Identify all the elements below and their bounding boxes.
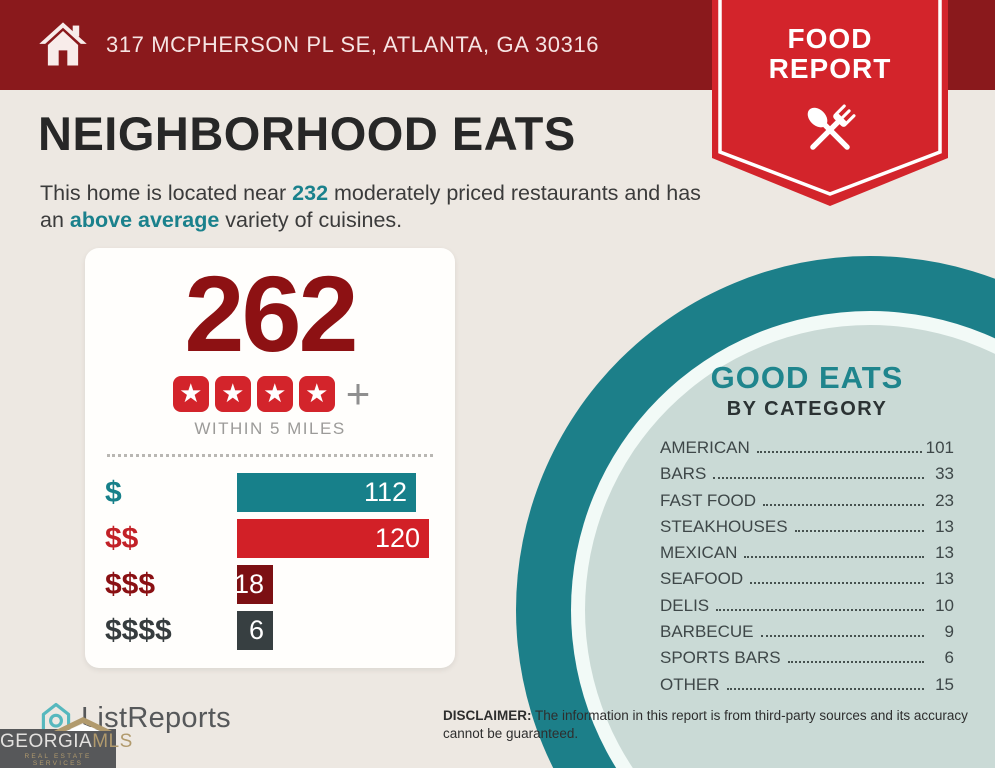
restaurant-count: 232	[292, 181, 329, 205]
dotted-leader	[726, 687, 924, 690]
star-rating: ★ ★ ★ ★ +	[85, 370, 455, 417]
category-row: OTHER 15	[660, 675, 954, 701]
star-icon: ★	[172, 376, 209, 412]
price-tier-bar: 112	[237, 473, 416, 512]
variety-highlight: above average	[69, 207, 220, 232]
category-label: SEAFOOD	[660, 569, 744, 589]
ribbon-title-line2: REPORT	[768, 53, 892, 85]
spoon-fork-icon	[807, 104, 856, 150]
category-row: MEXICAN 13	[660, 543, 954, 569]
mls-wordmark-mls: MLS	[92, 731, 133, 752]
home-icon	[39, 22, 87, 66]
dotted-leader	[763, 503, 924, 506]
category-label: BARBECUE	[660, 622, 754, 642]
category-row: FAST FOOD 23	[660, 491, 954, 517]
intro-subtitle: This home is located near 232 moderately…	[40, 180, 730, 233]
category-label: FAST FOOD	[660, 490, 757, 510]
price-tier-row: $$$$ 6	[105, 611, 430, 650]
radius-caption: WITHIN 5 MILES	[194, 419, 346, 438]
category-row: BARBECUE 9	[660, 622, 954, 648]
category-value: 6	[944, 648, 954, 668]
page-title: NEIGHBORHOOD EATS	[38, 107, 576, 160]
price-tier-row: $$ 120	[105, 519, 430, 558]
mls-wordmark: GEORGIAMLS	[0, 731, 132, 752]
price-tier-bar: 120	[237, 519, 429, 558]
dotted-divider	[107, 454, 433, 457]
subtitle-text: moderately priced restaurants and has an	[40, 181, 701, 232]
dotted-leader	[787, 661, 924, 664]
disclaimer-label: DISCLAIMER:	[443, 708, 532, 723]
plus-sign: +	[345, 370, 371, 417]
category-row: SEAFOOD 13	[660, 569, 954, 595]
ribbon-title-line1: FOOD	[787, 23, 873, 54]
category-value: 33	[935, 464, 954, 484]
star-icon: ★	[298, 376, 335, 412]
dotted-leader	[760, 635, 924, 638]
ribbon-shape	[712, 0, 948, 206]
category-value: 101	[925, 438, 954, 457]
georgia-mls-logo: GEORGIAMLS REAL ESTATE SERVICES	[0, 717, 132, 768]
category-label: BARS	[660, 464, 707, 484]
price-tier-chart: $112 $$ 120 $$$ 18 $$$$ 6	[105, 473, 430, 657]
good-eats-subtitle: BY CATEGORY	[726, 398, 888, 420]
price-tier-row: $$$ 18	[105, 565, 430, 604]
dotted-leader	[750, 582, 924, 585]
dotted-leader	[756, 451, 922, 453]
food-report-ribbon: FOOD REPORT	[712, 0, 948, 212]
subtitle-text: variety of cuisines.	[219, 207, 403, 232]
mls-roof-icon	[54, 717, 112, 731]
good-eats-panel: GOOD EATS BY CATEGORY AMERICAN 101 BARS 33 F…	[660, 360, 954, 701]
category-label: DELIS	[660, 595, 710, 615]
category-value: 13	[935, 516, 954, 536]
category-value: 15	[935, 674, 954, 694]
price-tier-label: $	[105, 475, 122, 509]
category-label: SPORTS BARS	[660, 648, 781, 668]
disclaimer-text: The information in this report is from t…	[443, 708, 968, 741]
category-row: STEAKHOUSES 13	[660, 517, 954, 543]
category-row: DELIS 10	[660, 596, 954, 622]
category-value: 13	[935, 543, 954, 563]
price-tier-label: $$$	[105, 567, 156, 601]
category-label: OTHER	[660, 674, 720, 694]
star-icon: ★	[256, 376, 293, 412]
category-row: AMERICAN 101	[660, 438, 954, 464]
category-label: STEAKHOUSES	[660, 516, 788, 536]
dotted-leader	[713, 477, 924, 480]
dotted-leader	[794, 529, 924, 532]
restaurant-summary-card: 262 ★ ★ ★ ★ + WITHIN 5 MILES $112 $$ 120 $$$ 18 $…	[85, 248, 455, 668]
mls-tagline: REAL ESTATE SERVICES	[24, 753, 92, 767]
listreports-house-icon	[41, 702, 71, 734]
dotted-leader	[716, 608, 924, 611]
price-tier-label: $$$$	[105, 613, 172, 647]
subtitle-text: This home is located near	[40, 181, 293, 205]
category-list: AMERICAN 101 BARS 33 FAST FOOD 23 STEAKHOUSES 1…	[660, 438, 954, 701]
price-tier-label: $$	[105, 521, 139, 555]
total-restaurants-count: 262	[184, 253, 358, 374]
dotted-leader	[744, 556, 924, 559]
category-value: 13	[935, 569, 954, 589]
mls-wordmark-georgia: GEORGIA	[0, 731, 93, 752]
price-tier-bar: 18	[234, 565, 273, 604]
price-tier-bar: 6	[237, 611, 273, 650]
category-label: AMERICAN	[660, 438, 750, 457]
category-label: MEXICAN	[660, 543, 738, 563]
category-row: BARS 33	[660, 464, 954, 490]
ribbon-title: FOOD REPORT	[712, 23, 948, 85]
price-tier-row: $112	[105, 473, 430, 512]
category-row: SPORTS BARS 6	[660, 648, 954, 674]
disclaimer: DISCLAIMER: The information in this repo…	[443, 707, 991, 743]
property-address: 317 MCPHERSON PL SE, ATLANTA, GA 30316	[106, 32, 600, 57]
category-value: 10	[935, 595, 954, 615]
category-value: 23	[935, 490, 954, 510]
star-icon: ★	[214, 376, 251, 412]
category-value: 9	[944, 622, 954, 642]
good-eats-title: GOOD EATS	[710, 360, 904, 395]
